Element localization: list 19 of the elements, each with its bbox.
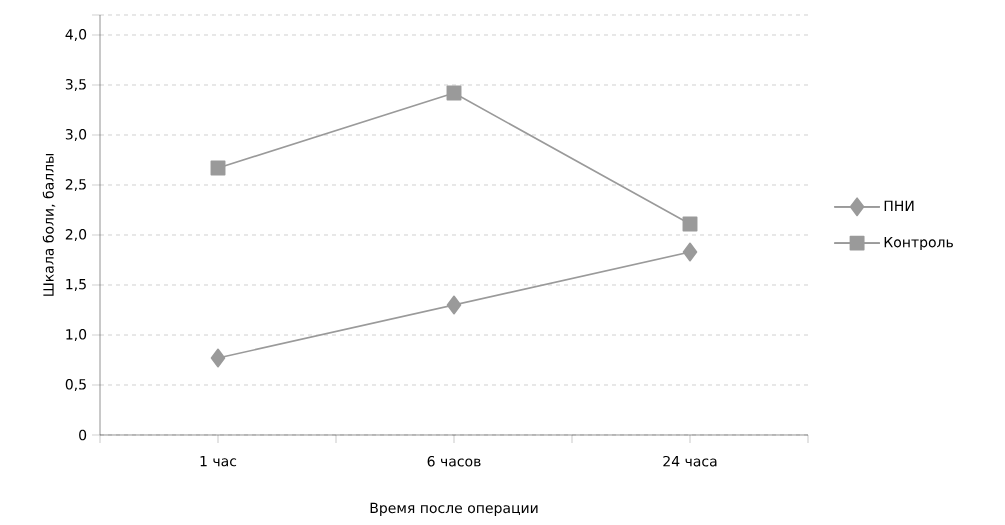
y-tick-label: 0 [79, 429, 87, 441]
y-tick-label: 4,0 [65, 28, 87, 42]
y-tick-label: 1,5 [66, 279, 86, 291]
y-tick-label: 3,5 [65, 78, 86, 92]
x-tick-label: 6 часов [427, 455, 481, 467]
x-axis-title: Время после операции [370, 502, 538, 516]
y-tick-label: 3,0 [65, 128, 87, 142]
y-tick-label: 0,5 [65, 378, 86, 392]
x-tick-label: 24 часа [663, 455, 717, 467]
point [682, 242, 698, 262]
y-tick-label: 2,0 [65, 228, 87, 242]
point [446, 295, 462, 315]
y-tick-label: 1,0 [66, 328, 87, 342]
x-tick-label: 1 час [200, 455, 237, 467]
legend-label: Контроль [884, 237, 953, 251]
legend-label: ПНИ [884, 200, 914, 211]
y-axis-title: Шкала боли, баллы [42, 154, 56, 296]
y-tick-label: 2,5 [65, 178, 86, 192]
point [210, 348, 226, 368]
